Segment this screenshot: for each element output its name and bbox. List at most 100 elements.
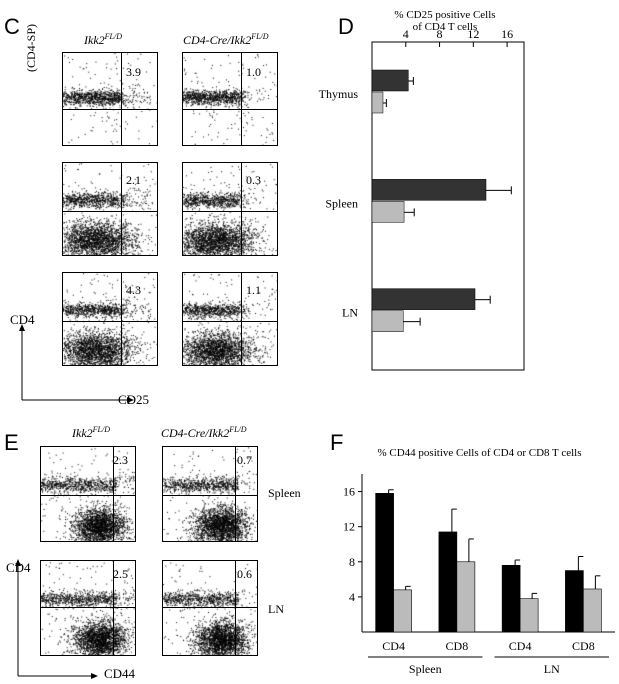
quadrant-percent: 3.9: [126, 65, 141, 79]
panel-c-y-axis-label: CD4: [10, 312, 35, 327]
y-tick-label: 8: [349, 555, 355, 569]
facs-plot-e-ln-control: 2.5: [40, 560, 136, 656]
panel-e-axis-arrows: [15, 559, 98, 679]
bar: [456, 561, 476, 633]
chart-d-title-line1: % CD25 positive Cells: [394, 9, 496, 21]
x-tick-label: 4: [403, 30, 409, 41]
gate-horizontal: [183, 211, 277, 212]
panel-e-mutant-header: CD4-Cre/Ikk2FL/D: [161, 425, 247, 440]
facs-dots: [163, 447, 257, 541]
gate-vertical: [121, 273, 122, 365]
panel-e-x-axis-label: CD44: [104, 666, 136, 681]
bar: [371, 91, 384, 114]
facs-plot-e-spleen-control: 2.3: [40, 446, 136, 542]
chart-d-title: % CD25 positive Cells of CD4 T cells: [370, 9, 520, 33]
gate-horizontal: [183, 321, 277, 322]
bar: [583, 588, 602, 633]
panel-label-c: C: [4, 14, 20, 39]
gate-horizontal: [63, 109, 157, 110]
bar: [501, 564, 521, 633]
facs-plot-c-thymus-mutant: 1.0: [182, 52, 278, 146]
category-label: LN: [342, 306, 358, 320]
bar: [393, 589, 412, 633]
panel-label-e: E: [4, 430, 19, 455]
bar: [371, 179, 487, 201]
chart-f-title: % CD44 positive Cells of CD4 or CD8 T ce…: [377, 447, 582, 459]
gate-horizontal: [183, 109, 277, 110]
category-label: Spleen: [325, 196, 358, 210]
gate-horizontal: [41, 607, 135, 608]
panel-label-f: F: [330, 430, 344, 455]
category-label: CD8: [572, 639, 595, 653]
group-label: LN: [544, 662, 560, 676]
facs-dots: [183, 273, 277, 365]
facs-dots: [41, 561, 135, 655]
y-tick-label: 16: [343, 485, 355, 499]
facs-plot-e-spleen-mutant: 0.7: [162, 446, 258, 542]
panel-e-row-label-spleen: Spleen: [268, 486, 301, 500]
quadrant-percent: 1.1: [246, 283, 261, 297]
gate-vertical: [241, 273, 242, 365]
quadrant-percent: 1.0: [246, 65, 261, 79]
gate-horizontal: [63, 211, 157, 212]
gate-vertical: [235, 561, 236, 655]
x-tick-label: 16: [501, 30, 513, 41]
category-label: Thymus: [319, 87, 359, 101]
x-tick-label: 8: [437, 30, 443, 41]
facs-plot-c-spleen-control: 2.1: [62, 162, 158, 256]
gate-vertical: [121, 53, 122, 145]
facs-dots: [63, 163, 157, 255]
bar: [519, 598, 539, 633]
gate-horizontal: [41, 495, 135, 496]
cd4-sp-label: (CD4-SP): [24, 23, 38, 72]
gate-vertical: [235, 447, 236, 541]
gate-vertical: [121, 163, 122, 255]
quadrant-percent: 2.3: [113, 453, 128, 467]
category-label: CD8: [446, 639, 469, 653]
bar: [375, 493, 394, 633]
panel-e-row-label-ln: LN: [268, 602, 284, 616]
facs-plot-c-ln-mutant: 1.1: [182, 272, 278, 366]
quadrant-percent: 2.1: [126, 173, 141, 187]
bar: [371, 288, 476, 310]
facs-dots: [63, 53, 157, 145]
bar: [438, 531, 458, 633]
category-label: CD4: [382, 639, 405, 653]
facs-plot-c-ln-control: 4.3: [62, 272, 158, 366]
bar: [371, 201, 405, 223]
gate-vertical: [113, 561, 114, 655]
facs-plot-c-thymus-control: 3.9: [62, 52, 158, 146]
facs-dots: [183, 53, 277, 145]
quadrant-percent: 2.5: [113, 567, 128, 581]
panel-label-d: D: [338, 14, 354, 39]
group-label: Spleen: [409, 662, 442, 676]
facs-dots: [41, 447, 135, 541]
chart-d: 4 8 12 16 Thymus Spleen LN: [319, 30, 525, 371]
gate-vertical: [241, 163, 242, 255]
quadrant-percent: 0.7: [237, 453, 252, 467]
gate-vertical: [241, 53, 242, 145]
panel-c-mutant-header: CD4-Cre/Ikk2FL/D: [183, 32, 269, 47]
bar: [371, 69, 409, 92]
gate-horizontal: [163, 607, 257, 608]
y-tick-label: 4: [349, 590, 355, 604]
x-tick-label: 12: [467, 30, 479, 41]
panel-c-axis-arrows: [19, 324, 134, 403]
bar: [565, 570, 584, 633]
facs-dots: [63, 273, 157, 365]
panel-c-control-header: Ikk2FL/D: [84, 32, 122, 47]
chart-f: 4 8 12 16 CD4 CD8 CD4 CD8 Spleen LN: [343, 474, 615, 676]
quadrant-percent: 0.3: [246, 173, 261, 187]
facs-dots: [183, 163, 277, 255]
panel-e-y-axis-label: CD4: [6, 560, 31, 575]
facs-plot-e-ln-mutant: 0.6: [162, 560, 258, 656]
chart-d-title-line2: of CD4 T cells: [412, 21, 478, 33]
y-tick-label: 12: [343, 520, 355, 534]
gate-horizontal: [163, 495, 257, 496]
panel-c-x-axis-label: CD25: [118, 392, 150, 407]
gate-vertical: [113, 447, 114, 541]
panel-e-control-header: Ikk2FL/D: [72, 425, 110, 440]
quadrant-percent: 4.3: [126, 283, 141, 297]
bar: [371, 310, 404, 332]
facs-dots: [163, 561, 257, 655]
